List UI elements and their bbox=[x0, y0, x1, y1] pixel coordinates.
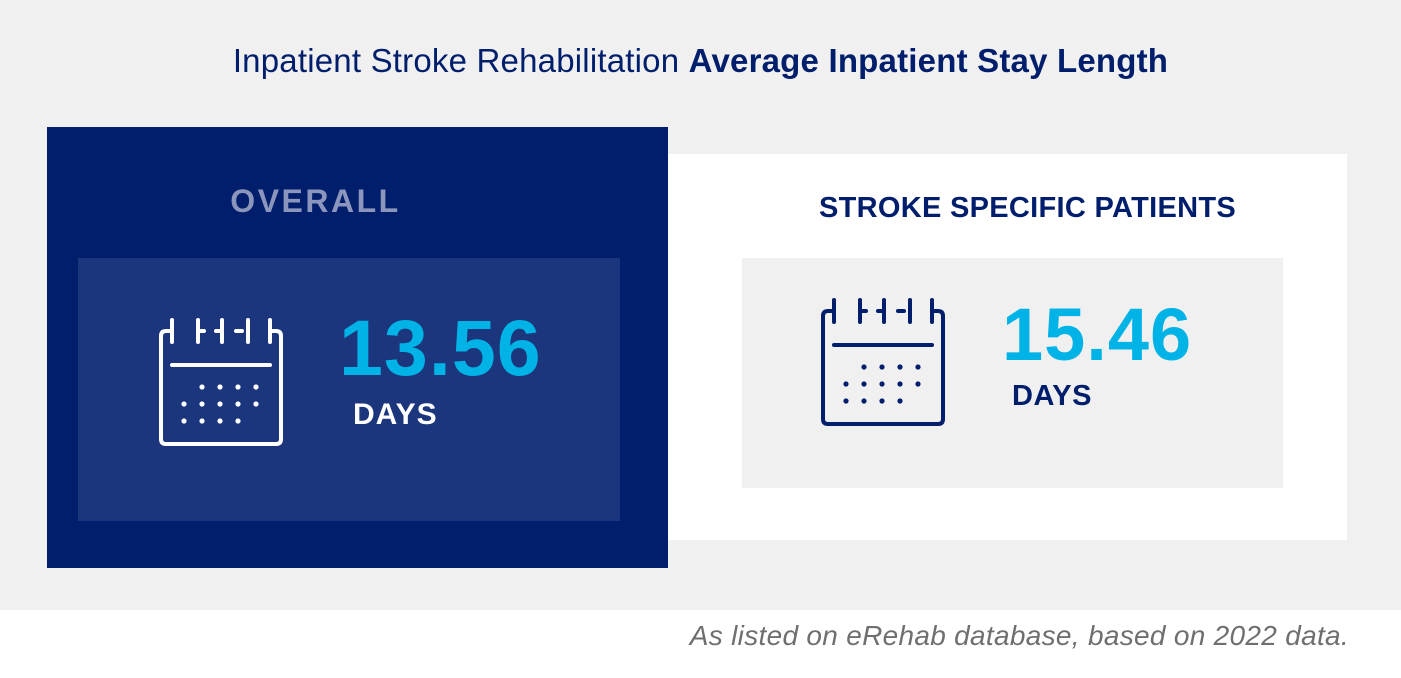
stroke-heading: STROKE SPECIFIC PATIENTS bbox=[819, 192, 1236, 224]
overall-value: 13.56 bbox=[339, 303, 542, 392]
footnote: As listed on eRehab database, based on 2… bbox=[689, 620, 1349, 651]
calendar-icon bbox=[159, 318, 283, 446]
page-title: Inpatient Stroke Rehabilitation Average … bbox=[0, 42, 1401, 80]
overall-inner-panel: 13.56 DAYS bbox=[78, 258, 620, 521]
stroke-unit: DAYS bbox=[1012, 380, 1092, 412]
overall-unit: DAYS bbox=[353, 398, 438, 431]
title-bold: Average Inpatient Stay Length bbox=[688, 42, 1169, 79]
stroke-inner-panel: 15.46 DAYS bbox=[742, 258, 1283, 488]
stroke-value: 15.46 bbox=[1002, 293, 1193, 376]
title-regular: Inpatient Stroke Rehabilitation bbox=[232, 42, 689, 79]
stroke-card: STROKE SPECIFIC PATIENTS 15.46 DAY bbox=[668, 154, 1347, 540]
overall-card: OVERALL 13.56 DAYS bbox=[47, 127, 668, 568]
overall-heading: OVERALL bbox=[230, 183, 401, 219]
calendar-icon bbox=[821, 298, 945, 426]
